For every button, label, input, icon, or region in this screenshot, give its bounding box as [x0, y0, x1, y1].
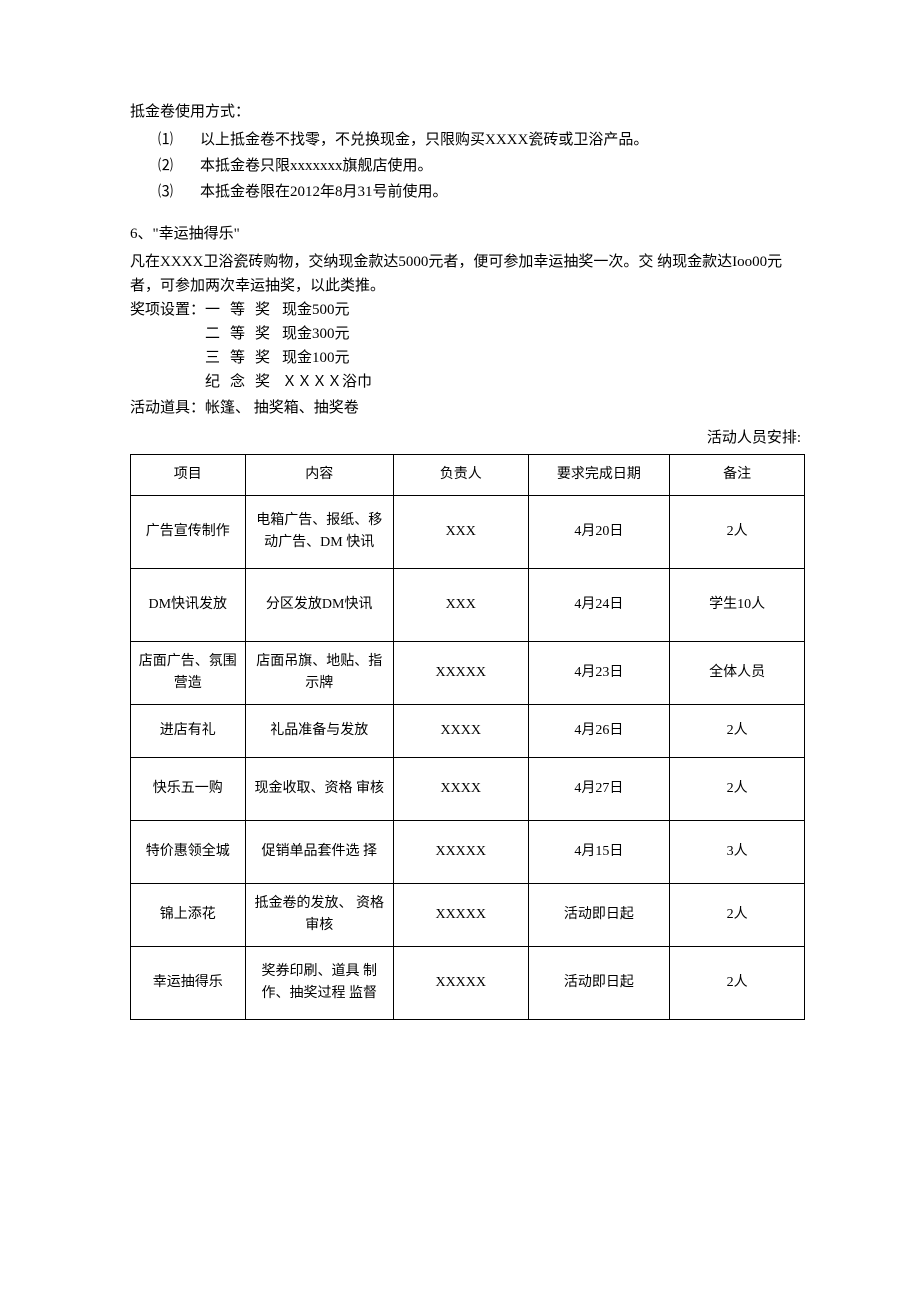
- voucher-title: 抵金卷使用方式：: [130, 100, 805, 124]
- voucher-item: ⑵ 本抵金卷只限xxxxxxx旗舰店使用。: [158, 154, 805, 178]
- arrangement-table: 项目 内容 负责人 要求完成日期 备注 广告宣传制作电箱广告、报纸、移动广告、D…: [130, 454, 805, 1020]
- table-cell: 抵金卷的发放、 资格审核: [245, 884, 393, 947]
- table-cell: 促销单品套件选 择: [245, 821, 393, 884]
- prize-row: 一等奖 现金500元: [205, 298, 372, 322]
- voucher-item-text: 本抵金卷限在2012年8月31号前使用。: [200, 180, 448, 204]
- table-row: 店面广告、氛围 营造店面吊旗、地贴、指示牌XXXXX4月23日全体人员: [131, 642, 805, 705]
- table-cell: 锦上添花: [131, 884, 246, 947]
- voucher-item: ⑴ 以上抵金卷不找零，不兑换现金，只限购买XXXX瓷砖或卫浴产品。: [158, 128, 805, 152]
- table-row: 快乐五一购现金收取、资格 审核XXXX4月27日2人: [131, 758, 805, 821]
- table-cell: 4月15日: [528, 821, 670, 884]
- table-cell: 2人: [670, 758, 805, 821]
- voucher-item-num: ⑵: [158, 154, 200, 178]
- table-cell: 3人: [670, 821, 805, 884]
- voucher-item-num: ⑶: [158, 180, 200, 204]
- table-cell: 特价惠领全城: [131, 821, 246, 884]
- table-cell: 活动即日起: [528, 884, 670, 947]
- table-cell: 分区发放DM快讯: [245, 569, 393, 642]
- prize-level: 三等奖: [205, 346, 270, 370]
- table-cell: 全体人员: [670, 642, 805, 705]
- table-cell: 活动即日起: [528, 947, 670, 1020]
- table-cell: 店面吊旗、地贴、指示牌: [245, 642, 393, 705]
- prize-row: 三等奖 现金100元: [205, 346, 372, 370]
- prize-row: 二等奖 现金300元: [205, 322, 372, 346]
- prize-row: 纪念奖 ＸＸＸＸ浴巾: [205, 370, 372, 394]
- table-cell: 现金收取、资格 审核: [245, 758, 393, 821]
- table-row: DM快讯发放分区发放DM快讯XXX4月24日学生10人: [131, 569, 805, 642]
- table-cell: 2人: [670, 884, 805, 947]
- table-cell: 4月20日: [528, 496, 670, 569]
- table-cell: 4月26日: [528, 705, 670, 758]
- prize-value: 现金300元: [282, 322, 350, 346]
- table-cell: XXXXX: [393, 884, 528, 947]
- table-cell: XXXX: [393, 705, 528, 758]
- prize-value: 现金500元: [282, 298, 350, 322]
- table-cell: 学生10人: [670, 569, 805, 642]
- table-cell: 2人: [670, 496, 805, 569]
- prize-level: 一等奖: [205, 298, 270, 322]
- voucher-item: ⑶ 本抵金卷限在2012年8月31号前使用。: [158, 180, 805, 204]
- table-cell: XXXXX: [393, 947, 528, 1020]
- table-cell: 4月23日: [528, 642, 670, 705]
- voucher-item-text: 本抵金卷只限xxxxxxx旗舰店使用。: [200, 154, 433, 178]
- table-header-row: 项目 内容 负责人 要求完成日期 备注: [131, 455, 805, 496]
- voucher-list: ⑴ 以上抵金卷不找零，不兑换现金，只限购买XXXX瓷砖或卫浴产品。 ⑵ 本抵金卷…: [158, 128, 805, 204]
- table-cell: 幸运抽得乐: [131, 947, 246, 1020]
- table-cell: XXX: [393, 569, 528, 642]
- table-cell: XXXXX: [393, 642, 528, 705]
- table-cell: 广告宣传制作: [131, 496, 246, 569]
- prize-block: 奖项设置： 一等奖 现金500元 二等奖 现金300元 三等奖 现金100元 纪…: [130, 298, 805, 394]
- table-cell: 电箱广告、报纸、移动广告、DM 快讯: [245, 496, 393, 569]
- table-cell: 2人: [670, 705, 805, 758]
- table-header: 要求完成日期: [528, 455, 670, 496]
- prize-level: 纪念奖: [205, 370, 270, 394]
- table-cell: 快乐五一购: [131, 758, 246, 821]
- table-row: 特价惠领全城促销单品套件选 择XXXXX4月15日3人: [131, 821, 805, 884]
- table-header: 备注: [670, 455, 805, 496]
- table-cell: 礼品准备与发放: [245, 705, 393, 758]
- table-header: 项目: [131, 455, 246, 496]
- table-cell: XXX: [393, 496, 528, 569]
- table-cell: 进店有礼: [131, 705, 246, 758]
- table-header: 负责人: [393, 455, 528, 496]
- table-cell: XXXXX: [393, 821, 528, 884]
- props-line: 活动道具：帐篷、 抽奖箱、抽奖卷: [130, 396, 805, 420]
- table-cell: XXXX: [393, 758, 528, 821]
- prize-label: 奖项设置：: [130, 298, 205, 394]
- section6-heading: 6、"幸运抽得乐": [130, 222, 805, 246]
- voucher-item-num: ⑴: [158, 128, 200, 152]
- table-cell: 4月24日: [528, 569, 670, 642]
- prize-value: 现金100元: [282, 346, 350, 370]
- table-body: 广告宣传制作电箱广告、报纸、移动广告、DM 快讯XXX4月20日2人DM快讯发放…: [131, 496, 805, 1020]
- voucher-item-text: 以上抵金卷不找零，不兑换现金，只限购买XXXX瓷砖或卫浴产品。: [200, 128, 648, 152]
- arrangement-label: 活动人员安排:: [130, 426, 805, 450]
- prize-value: ＸＸＸＸ浴巾: [282, 370, 372, 394]
- table-row: 幸运抽得乐奖券印刷、道具 制作、抽奖过程 监督XXXXX活动即日起2人: [131, 947, 805, 1020]
- table-cell: 奖券印刷、道具 制作、抽奖过程 监督: [245, 947, 393, 1020]
- table-row: 进店有礼礼品准备与发放XXXX4月26日2人: [131, 705, 805, 758]
- table-row: 广告宣传制作电箱广告、报纸、移动广告、DM 快讯XXX4月20日2人: [131, 496, 805, 569]
- table-cell: 店面广告、氛围 营造: [131, 642, 246, 705]
- prize-level: 二等奖: [205, 322, 270, 346]
- table-cell: 4月27日: [528, 758, 670, 821]
- section6-desc: 凡在XXXX卫浴瓷砖购物，交纳现金款达5000元者，便可参加幸运抽奖一次。交 纳…: [130, 250, 805, 298]
- table-cell: 2人: [670, 947, 805, 1020]
- table-row: 锦上添花抵金卷的发放、 资格审核XXXXX活动即日起2人: [131, 884, 805, 947]
- table-cell: DM快讯发放: [131, 569, 246, 642]
- table-header: 内容: [245, 455, 393, 496]
